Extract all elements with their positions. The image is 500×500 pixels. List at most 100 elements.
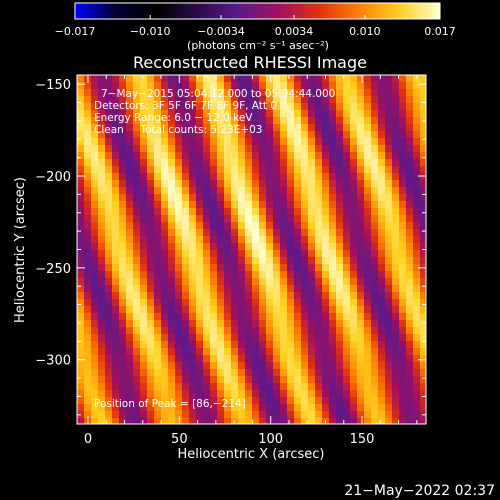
- heatmap-cell: [147, 418, 155, 424]
- heatmap-cell: [231, 404, 239, 412]
- heatmap-cell: [182, 327, 190, 335]
- heatmap-cell: [154, 250, 162, 258]
- heatmap-cell: [231, 194, 239, 202]
- heatmap-cell: [406, 208, 414, 216]
- heatmap-cell: [105, 320, 113, 328]
- heatmap-cell: [140, 418, 148, 424]
- heatmap-cell: [280, 306, 288, 314]
- heatmap-cell: [420, 124, 426, 132]
- heatmap-cell: [329, 208, 337, 216]
- heatmap-cell: [259, 299, 267, 307]
- heatmap-cell: [119, 215, 127, 223]
- heatmap-cell: [196, 110, 204, 118]
- heatmap-cell: [112, 264, 120, 272]
- heatmap-cell: [273, 404, 281, 412]
- heatmap-cell: [413, 138, 421, 146]
- heatmap-cell: [119, 131, 127, 139]
- heatmap-cell: [420, 103, 426, 111]
- heatmap-cell: [308, 75, 316, 83]
- heatmap-cell: [161, 222, 169, 230]
- heatmap-cell: [203, 194, 211, 202]
- heatmap-cell: [259, 376, 267, 384]
- heatmap-cell: [308, 222, 316, 230]
- heatmap-cell: [259, 355, 267, 363]
- heatmap-cell: [336, 75, 344, 83]
- heatmap-cell: [406, 264, 414, 272]
- heatmap-cell: [98, 166, 106, 174]
- heatmap-cell: [238, 292, 246, 300]
- heatmap-cell: [105, 180, 113, 188]
- heatmap-cell: [112, 180, 120, 188]
- heatmap-cell: [84, 229, 92, 237]
- heatmap-cell: [189, 243, 197, 251]
- heatmap-cell: [175, 264, 183, 272]
- heatmap-cell: [203, 131, 211, 139]
- heatmap-cell: [378, 362, 386, 370]
- heatmap-cell: [413, 236, 421, 244]
- heatmap-cell: [329, 390, 337, 398]
- heatmap-cell: [266, 362, 274, 370]
- heatmap-cell: [84, 152, 92, 160]
- heatmap-cell: [308, 299, 316, 307]
- heatmap-cell: [399, 229, 407, 237]
- heatmap-cell: [392, 257, 400, 265]
- heatmap-cell: [126, 82, 134, 90]
- heatmap-cell: [350, 390, 358, 398]
- heatmap-cell: [119, 194, 127, 202]
- heatmap-cell: [413, 369, 421, 377]
- heatmap-cell: [385, 222, 393, 230]
- heatmap-cell: [210, 166, 218, 174]
- heatmap-cell: [315, 138, 323, 146]
- heatmap-cell: [133, 215, 141, 223]
- heatmap-cell: [343, 250, 351, 258]
- heatmap-cell: [315, 82, 323, 90]
- heatmap-cell: [140, 306, 148, 314]
- heatmap-cell: [196, 89, 204, 97]
- heatmap-cell: [210, 201, 218, 209]
- heatmap-cell: [196, 166, 204, 174]
- heatmap-cell: [175, 180, 183, 188]
- heatmap-cell: [308, 131, 316, 139]
- heatmap-cell: [343, 334, 351, 342]
- heatmap-cell: [133, 306, 141, 314]
- heatmap-cell: [329, 82, 337, 90]
- heatmap-cell: [392, 383, 400, 391]
- heatmap-cell: [231, 208, 239, 216]
- heatmap-cell: [175, 376, 183, 384]
- heatmap-cell: [77, 299, 85, 307]
- heatmap-cell: [238, 229, 246, 237]
- heatmap-cell: [329, 96, 337, 104]
- heatmap-cell: [259, 411, 267, 419]
- heatmap-cell: [238, 355, 246, 363]
- heatmap-cell: [98, 285, 106, 293]
- heatmap-cell: [217, 75, 225, 83]
- heatmap-cell: [161, 320, 169, 328]
- heatmap-cell: [273, 411, 281, 419]
- heatmap-cell: [112, 383, 120, 391]
- heatmap-cell: [420, 362, 426, 370]
- heatmap-cell: [266, 341, 274, 349]
- heatmap-cell: [238, 152, 246, 160]
- heatmap-cell: [224, 215, 232, 223]
- heatmap-cell: [231, 397, 239, 405]
- heatmap-cell: [224, 362, 232, 370]
- heatmap-cell: [175, 173, 183, 181]
- heatmap-cell: [350, 299, 358, 307]
- heatmap-cell: [315, 124, 323, 132]
- heatmap-cell: [154, 124, 162, 132]
- heatmap-cell: [329, 159, 337, 167]
- heatmap-cell: [161, 89, 169, 97]
- heatmap-cell: [245, 313, 253, 321]
- heatmap-cell: [378, 138, 386, 146]
- heatmap-cell: [168, 257, 176, 265]
- heatmap-cell: [266, 229, 274, 237]
- heatmap-cell: [168, 215, 176, 223]
- heatmap-cell: [420, 271, 426, 279]
- heatmap-cell: [112, 418, 120, 424]
- heatmap-cell: [308, 334, 316, 342]
- heatmap-cell: [245, 215, 253, 223]
- heatmap-cell: [357, 201, 365, 209]
- heatmap-cell: [77, 320, 85, 328]
- heatmap-cell: [336, 264, 344, 272]
- heatmap-cell: [154, 306, 162, 314]
